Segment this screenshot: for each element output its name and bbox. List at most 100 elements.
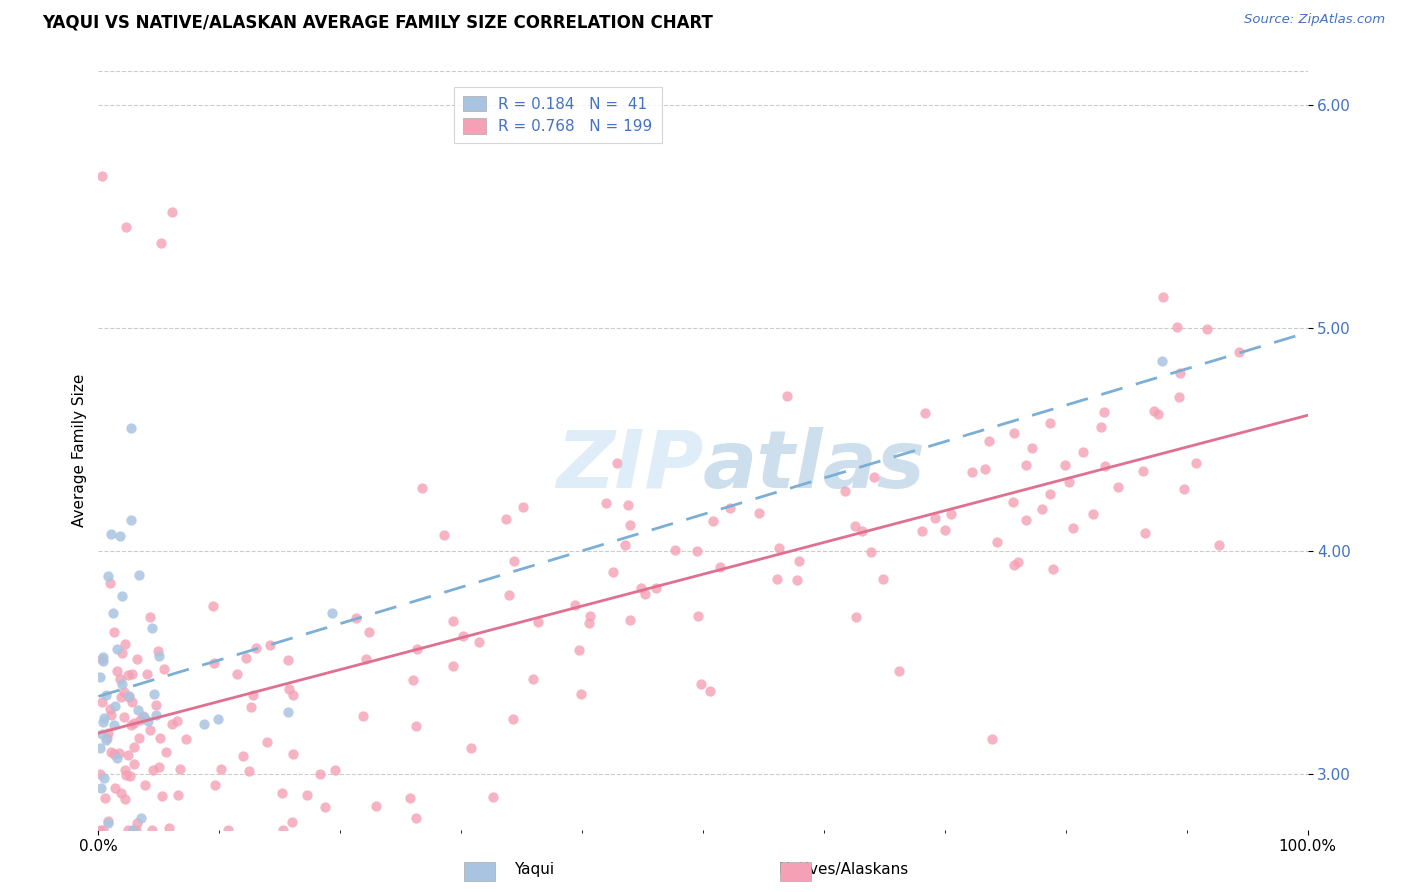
Point: [90, 727, 112, 741]
Point: [786, 573, 808, 587]
Point: [204, 778, 226, 792]
Point: [498, 589, 520, 603]
Point: [104, 781, 127, 796]
Point: [142, 763, 165, 777]
Point: [149, 731, 172, 745]
Point: [602, 565, 624, 579]
Point: [354, 652, 377, 666]
Point: [120, 718, 142, 732]
Point: [578, 609, 600, 624]
Point: [1143, 404, 1166, 418]
Point: [114, 637, 136, 651]
Point: [402, 673, 425, 688]
Point: [204, 656, 226, 670]
Point: [595, 496, 617, 510]
Point: [578, 616, 600, 631]
Point: [495, 512, 517, 526]
Point: [399, 791, 422, 805]
Point: [1132, 464, 1154, 478]
Point: [105, 665, 128, 679]
Point: [432, 527, 454, 541]
Point: [101, 606, 124, 620]
Point: [1002, 495, 1025, 509]
Point: [242, 688, 264, 702]
Point: [1031, 502, 1053, 516]
Point: [1042, 562, 1064, 576]
Point: [482, 790, 505, 805]
Point: [321, 607, 343, 621]
Point: [522, 672, 544, 686]
Point: [245, 640, 267, 655]
Point: [110, 672, 132, 686]
Point: [718, 501, 741, 516]
Point: [283, 747, 305, 762]
Point: [141, 621, 163, 635]
Point: [118, 689, 141, 703]
Point: [128, 713, 150, 727]
Point: [160, 205, 183, 219]
Point: [1094, 459, 1116, 474]
Point: [1092, 405, 1115, 419]
Point: [155, 745, 177, 759]
Point: [765, 572, 787, 586]
Point: [295, 788, 318, 802]
Point: [619, 517, 641, 532]
Point: [1090, 420, 1112, 434]
Point: [686, 544, 709, 558]
Point: [914, 406, 936, 420]
Point: [157, 821, 180, 835]
Point: [502, 554, 524, 568]
Point: [129, 811, 152, 825]
Point: [128, 731, 150, 746]
Point: [1133, 526, 1156, 541]
Point: [217, 822, 239, 837]
Point: [100, 707, 122, 722]
Point: [277, 681, 299, 696]
Point: [862, 470, 884, 484]
Point: [112, 709, 135, 723]
Point: [977, 434, 1000, 449]
Point: [357, 625, 380, 640]
Point: [122, 822, 145, 837]
Point: [152, 662, 174, 676]
Text: Source: ZipAtlas.com: Source: ZipAtlas.com: [1244, 13, 1385, 27]
Point: [277, 705, 299, 719]
Point: [845, 610, 868, 624]
Point: [1107, 480, 1129, 494]
Point: [325, 763, 347, 777]
Point: [1002, 425, 1025, 440]
Point: [121, 695, 143, 709]
Point: [91, 714, 114, 729]
Point: [512, 500, 534, 515]
Point: [851, 524, 873, 538]
Point: [104, 698, 127, 713]
Point: [768, 541, 790, 555]
Point: [89, 741, 111, 756]
Text: Natives/Alaskans: Natives/Alaskans: [779, 863, 908, 877]
Point: [405, 642, 427, 657]
Point: [405, 811, 427, 825]
Point: [239, 700, 262, 714]
Point: [103, 747, 125, 761]
Point: [125, 822, 148, 837]
Point: [112, 684, 135, 698]
Point: [1053, 458, 1076, 472]
Point: [702, 514, 724, 528]
Point: [232, 749, 254, 764]
Point: [148, 644, 170, 658]
Point: [91, 651, 114, 665]
Point: [97, 816, 120, 830]
Point: [110, 646, 132, 660]
Point: [148, 760, 170, 774]
Point: [110, 690, 132, 704]
Point: [1015, 458, 1038, 472]
Point: [1007, 555, 1029, 569]
Point: [1071, 444, 1094, 458]
Point: [1083, 507, 1105, 521]
Point: [314, 800, 336, 814]
Point: [120, 513, 142, 527]
Point: [97, 814, 120, 828]
Point: [748, 506, 770, 520]
Point: [502, 712, 524, 726]
Point: [89, 767, 111, 781]
